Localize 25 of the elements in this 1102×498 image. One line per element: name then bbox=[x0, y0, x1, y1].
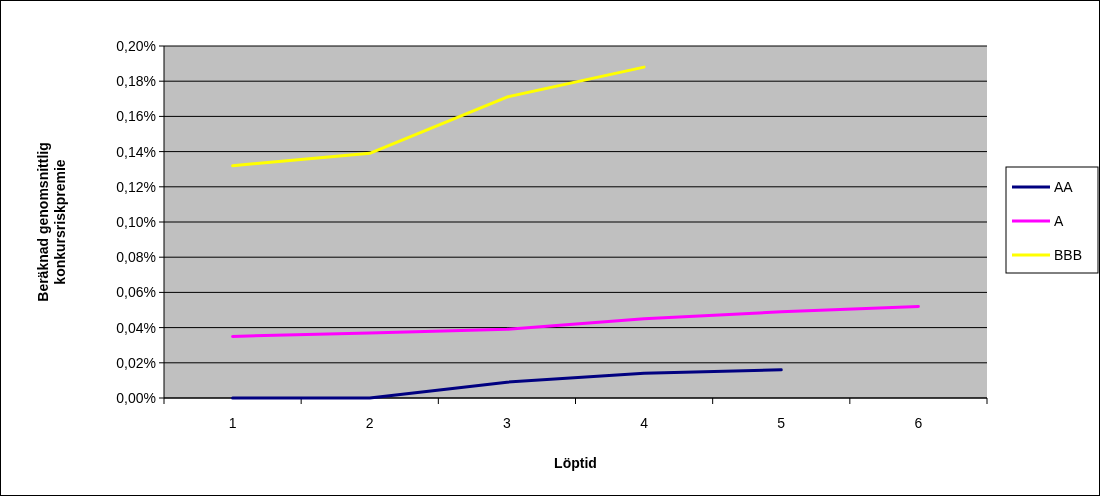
y-tick-label: 0,02% bbox=[116, 354, 156, 371]
x-tick-label: 6 bbox=[914, 415, 923, 431]
x-tick-label: 5 bbox=[777, 415, 786, 431]
line-series bbox=[231, 304, 920, 338]
y-tick-label: 0,16% bbox=[116, 108, 156, 125]
y-tick-label: 0,10% bbox=[116, 213, 156, 230]
y-tick-label: 0,14% bbox=[116, 143, 156, 160]
x-tick-label: 4 bbox=[640, 415, 649, 431]
y-tick-label: 0,08% bbox=[116, 249, 156, 266]
y-tick-label: 0,18% bbox=[116, 73, 156, 90]
y-tick-label: 0,04% bbox=[116, 319, 156, 336]
y-tick-label: 0,20% bbox=[116, 37, 156, 54]
line-series bbox=[231, 65, 646, 168]
legend-label: A bbox=[1054, 212, 1064, 229]
legend-label: BBB bbox=[1054, 246, 1083, 263]
line-series bbox=[231, 368, 783, 400]
x-axis-title: Löptid bbox=[554, 455, 597, 471]
y-tick-label: 0,06% bbox=[116, 284, 156, 301]
x-tick-label: 2 bbox=[365, 415, 374, 431]
legend-label: AA bbox=[1054, 178, 1074, 195]
y-tick-label: 0,12% bbox=[116, 178, 156, 195]
y-tick-label: 0,00% bbox=[116, 389, 156, 406]
x-tick-label: 1 bbox=[228, 415, 237, 431]
x-tick-label: 3 bbox=[503, 415, 512, 431]
y-axis-title: Beräknad genomsnittlig konkursriskpremie bbox=[34, 142, 68, 302]
